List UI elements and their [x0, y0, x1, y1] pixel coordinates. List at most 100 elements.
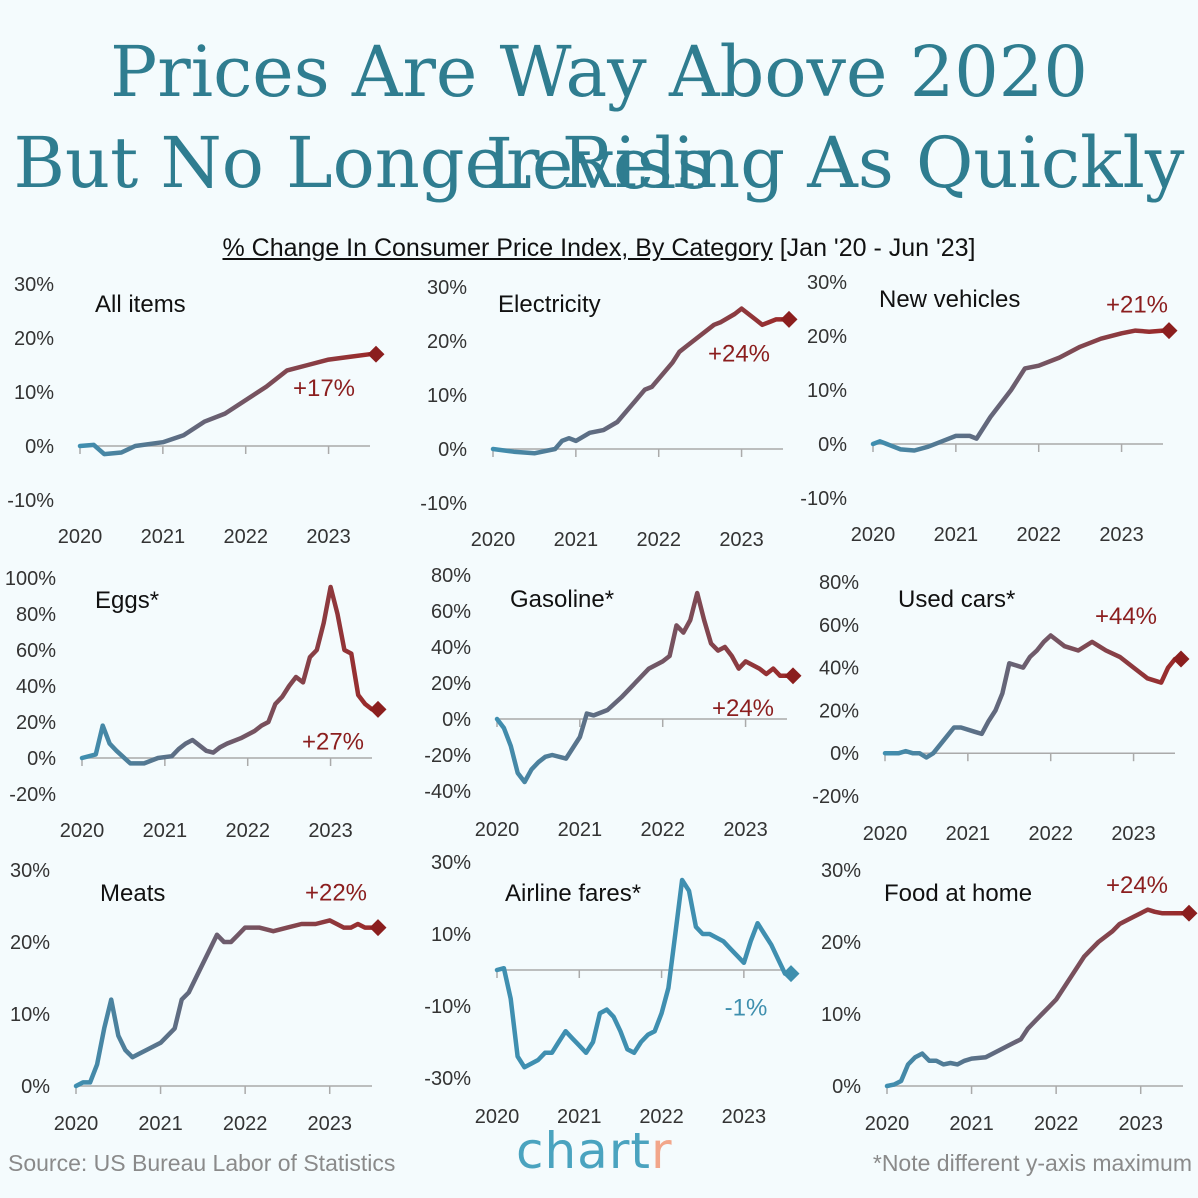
x-tick-label: 2020 — [863, 823, 908, 845]
x-tick-label: 2021 — [558, 819, 603, 841]
y-tick-label: 30% — [10, 860, 50, 882]
chart-panel: 100% 80% 60% 40% 20% 0% -20%2020 2021 2022 2023 Eg… — [5, 568, 387, 842]
y-tick-label: 0% — [442, 709, 471, 731]
y-tick-label: -20% — [424, 745, 471, 767]
y-tick-label: 40% — [431, 637, 471, 659]
x-tick-label: 2021 — [143, 820, 188, 842]
x-tick-label: 2023 — [1111, 823, 1156, 845]
y-tick-label: -10% — [800, 488, 847, 510]
x-tick-label: 2021 — [557, 1106, 602, 1128]
x-tick-label: 2020 — [475, 1106, 520, 1128]
panel-title: Used cars* — [898, 586, 1015, 613]
x-tick-label: 2021 — [138, 1113, 183, 1135]
x-tick-label: 2021 — [949, 1113, 994, 1135]
y-tick-label: 0% — [27, 748, 56, 770]
y-tick-label: -20% — [9, 784, 56, 806]
end-value-label: +24% — [708, 340, 770, 367]
x-tick-label: 2020 — [58, 526, 103, 548]
y-tick-label: 40% — [819, 658, 859, 680]
x-tick-label: 2022 — [1034, 1113, 1079, 1135]
series-line — [79, 584, 375, 766]
end-value-label: +21% — [1106, 292, 1168, 319]
y-tick-label: 0% — [818, 434, 847, 456]
y-tick-label: 20% — [821, 932, 861, 954]
y-tick-label: 20% — [807, 326, 847, 348]
end-value-label: +17% — [293, 375, 355, 402]
panel-title: New vehicles — [879, 286, 1020, 313]
panel-title: All items — [95, 291, 186, 318]
x-tick-label: 2021 — [554, 529, 599, 551]
series-line — [884, 907, 1186, 1089]
chart-panel: 30% 20% 10% 0%2020 2021 2022 2023 Meats +22% — [10, 860, 387, 1135]
x-tick-label: 2022 — [223, 526, 268, 548]
chart-panel: 80% 60% 40% 20% 0% -20%2020 2021 2022 2023 Used c… — [812, 572, 1190, 845]
end-marker — [369, 919, 387, 937]
y-tick-label: 20% — [14, 328, 54, 350]
y-tick-label: -10% — [420, 493, 467, 515]
chart-panel: 30% 20% 10% 0% -10%2020 2021 2022 2023 All items… — [7, 274, 385, 548]
x-tick-label: 2020 — [54, 1113, 99, 1135]
x-tick-label: 2023 — [719, 529, 764, 551]
source-note: Source: US Bureau Labor of Statistics — [8, 1150, 396, 1176]
y-tick-label: 80% — [16, 604, 56, 626]
x-tick-label: 2023 — [1118, 1113, 1163, 1135]
y-tick-label: 30% — [14, 274, 54, 296]
end-value-label: +27% — [302, 728, 364, 755]
end-marker — [1160, 322, 1178, 340]
x-tick-label: 2023 — [307, 1113, 352, 1135]
y-tick-label: 10% — [821, 1004, 861, 1026]
series-line — [73, 918, 375, 1089]
series-line — [77, 351, 373, 457]
x-tick-label: 2022 — [225, 820, 270, 842]
panel-title: Eggs* — [95, 587, 159, 614]
x-tick-label: 2022 — [1016, 524, 1061, 546]
x-tick-label: 2021 — [141, 526, 186, 548]
chart-panel: 30% 20% 10% 0% -10%2020 2021 2022 2023 New vehic… — [800, 272, 1178, 546]
panel-title: Meats — [100, 880, 165, 907]
y-tick-label: 80% — [819, 572, 859, 594]
x-tick-label: 2022 — [1028, 823, 1073, 845]
x-tick-label: 2022 — [639, 1106, 684, 1128]
end-marker — [1172, 650, 1190, 668]
chart-panel: 30% 20% 10% 0% -10%2020 2021 2022 2023 Electrici… — [420, 277, 798, 551]
chart-panel: 30% 20% 10% 0%2020 2021 2022 2023 Food at home +… — [821, 860, 1198, 1135]
x-tick-label: 2020 — [60, 820, 105, 842]
y-tick-label: 0% — [21, 1076, 50, 1098]
y-tick-label: 10% — [14, 382, 54, 404]
x-tick-label: 2021 — [946, 823, 991, 845]
subtitle-main: % Change In Consumer Price Index, By Cat… — [222, 234, 773, 262]
logo-part2: r — [650, 1122, 673, 1180]
y-tick-label: 80% — [431, 565, 471, 587]
x-tick-label: 2022 — [640, 819, 685, 841]
x-tick-label: 2023 — [722, 1106, 767, 1128]
y-tick-label: 0% — [830, 743, 859, 765]
y-tick-label: 10% — [431, 924, 471, 946]
subtitle-range: [Jan '20 - Jun '23] — [779, 234, 976, 262]
x-tick-label: 2022 — [223, 1113, 268, 1135]
y-tick-label: 20% — [431, 673, 471, 695]
x-tick-label: 2020 — [865, 1113, 910, 1135]
y-tick-label: -40% — [424, 781, 471, 803]
end-marker — [782, 965, 800, 983]
x-tick-label: 2020 — [475, 819, 520, 841]
end-marker — [784, 667, 802, 685]
end-value-label: +44% — [1095, 603, 1157, 630]
y-tick-label: 60% — [819, 615, 859, 637]
y-tick-label: -10% — [424, 996, 471, 1018]
y-tick-label: 20% — [16, 712, 56, 734]
y-tick-label: 60% — [431, 601, 471, 623]
x-tick-label: 2020 — [851, 524, 896, 546]
y-tick-label: 0% — [832, 1076, 861, 1098]
chart-title-line2: But No Longer Rising As Quickly — [13, 122, 1185, 204]
axis-footnote: *Note different y-axis maximum — [872, 1150, 1192, 1176]
x-tick-label: 2023 — [723, 819, 768, 841]
y-tick-label: 20% — [427, 331, 467, 353]
y-tick-label: 10% — [807, 380, 847, 402]
end-marker — [1180, 904, 1198, 922]
end-value-label: -1% — [725, 995, 768, 1022]
y-tick-label: -30% — [424, 1068, 471, 1090]
x-tick-label: 2023 — [308, 820, 353, 842]
chart-subtitle: % Change In Consumer Price Index, By Cat… — [0, 234, 1198, 263]
chart-title-line1: Prices Are Way Above 2020 Levels — [110, 31, 1088, 205]
